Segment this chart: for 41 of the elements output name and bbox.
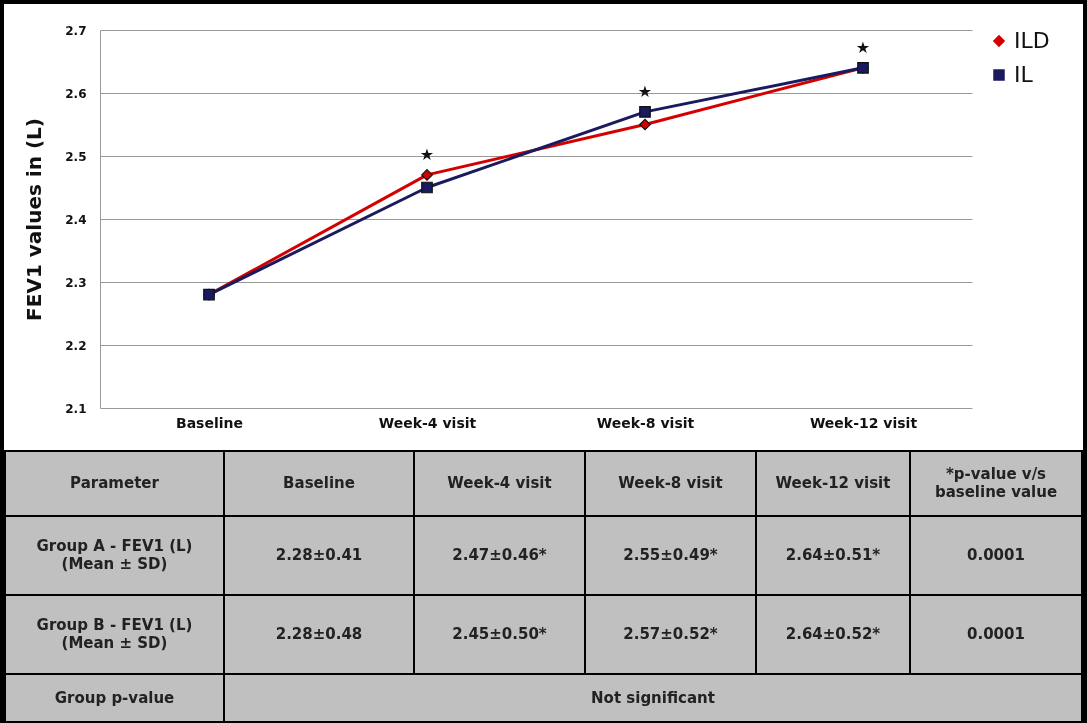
text: *p-value v/s baseline value	[910, 451, 1082, 516]
y-tick-label: 2.2	[65, 338, 87, 353]
legend-label: ILD	[1014, 28, 1050, 53]
text: 2.57±0.52*	[585, 594, 756, 675]
text: 2.55±0.49*	[585, 515, 756, 595]
text: Not significant	[224, 674, 1082, 722]
annotation: ★	[637, 81, 653, 101]
point	[639, 106, 651, 118]
y-tick-label: 2.1	[65, 401, 87, 416]
point	[639, 118, 651, 131]
y-tick-label: 2.3	[65, 275, 87, 290]
text: Group p-value	[5, 674, 224, 722]
text: 0.0001	[910, 594, 1082, 675]
text: 2.28±0.41	[224, 515, 414, 595]
category-label: Week-12 visit	[775, 474, 891, 493]
legend-label: IL	[1014, 62, 1034, 87]
category-label: Week-4 visit	[447, 474, 552, 493]
text: 2.64±0.52*	[756, 594, 910, 675]
y-tick-label: 2.6	[65, 86, 87, 101]
x-tick-label: Week-12 visit	[809, 414, 918, 431]
category-label: Baseline	[283, 474, 355, 493]
y-tick-label: 2.7	[65, 23, 87, 38]
x-tick-label: Baseline	[175, 414, 244, 431]
y-axis-title: FEV1 values in (L)	[22, 118, 47, 321]
point	[421, 181, 433, 194]
text: 2.64±0.51*	[756, 515, 910, 595]
text: 2.47±0.46*	[414, 515, 585, 595]
x-tick-label: Week-8 visit	[596, 414, 695, 431]
text: 0.0001	[910, 515, 1082, 595]
x-tick-label: Week-4 visit	[378, 414, 477, 431]
y-tick-label: 2.5	[65, 149, 87, 164]
annotation: ★	[855, 37, 871, 57]
text: Group B - FEV1 (L) (Mean ± SD)	[5, 594, 224, 675]
text: Group A - FEV1 (L) (Mean ± SD)	[5, 515, 224, 595]
category-label: Week-8 visit	[618, 474, 723, 493]
text: 2.28±0.48	[224, 594, 414, 675]
y-tick-label: 2.4	[65, 212, 87, 227]
annotation: ★	[419, 144, 435, 164]
text: Parameter	[5, 451, 224, 516]
point	[421, 169, 433, 181]
text: 2.45±0.50*	[414, 594, 585, 675]
